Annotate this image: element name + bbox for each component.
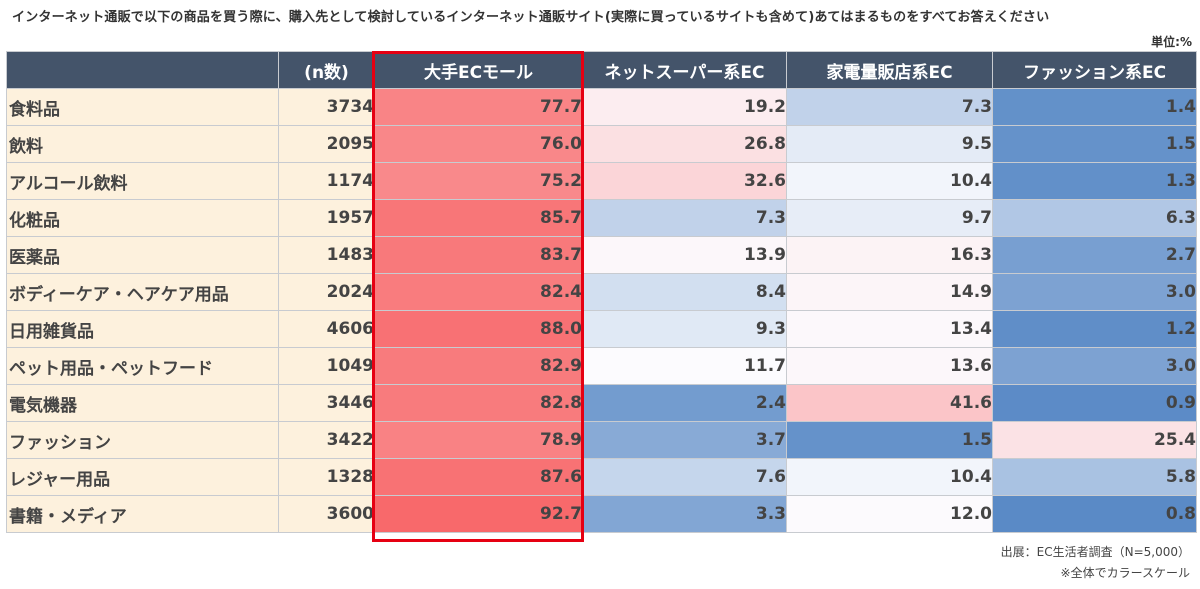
header-corner bbox=[6, 51, 279, 89]
table-row: 食料品 3734 77.7 19.2 7.3 1.4 bbox=[6, 88, 1197, 126]
column-header: 大手ECモール bbox=[374, 51, 583, 89]
value-cell: 75.2 bbox=[374, 162, 583, 200]
value-cell: 3.7 bbox=[582, 421, 787, 459]
value-cell: 82.4 bbox=[374, 273, 583, 311]
value-cell: 88.0 bbox=[374, 310, 583, 348]
table-row: ボディーケア・ヘアケア用品 2024 82.4 8.4 14.9 3.0 bbox=[6, 273, 1197, 311]
value-cell: 26.8 bbox=[582, 125, 787, 163]
value-cell: 7.3 bbox=[582, 199, 787, 237]
value-cell: 9.7 bbox=[786, 199, 993, 237]
column-header: ネットスーパー系EC bbox=[582, 51, 787, 89]
table-row: アルコール飲料 1174 75.2 32.6 10.4 1.3 bbox=[6, 162, 1197, 200]
value-cell: 7.6 bbox=[582, 458, 787, 496]
row-label: レジャー用品 bbox=[6, 458, 279, 496]
value-cell: 10.4 bbox=[786, 162, 993, 200]
chart-title: インターネット通販で以下の商品を買う際に、購入先として検討しているインターネット… bbox=[12, 10, 1050, 25]
value-cell: 1.5 bbox=[992, 125, 1197, 163]
value-cell: 82.8 bbox=[374, 384, 583, 422]
value-cell: 13.4 bbox=[786, 310, 993, 348]
value-cell: 1.4 bbox=[992, 88, 1197, 126]
table-row: ペット用品・ペットフード 1049 82.9 11.7 13.6 3.0 bbox=[6, 347, 1197, 385]
value-cell: 92.7 bbox=[374, 495, 583, 533]
table-body: 食料品 3734 77.7 19.2 7.3 1.4 飲料 2095 76.0 26.8 9.5 1.… bbox=[6, 88, 1197, 533]
row-label: アルコール飲料 bbox=[6, 162, 279, 200]
sample-size-cell: 2024 bbox=[278, 273, 375, 311]
sample-size-cell: 3422 bbox=[278, 421, 375, 459]
value-cell: 41.6 bbox=[786, 384, 993, 422]
heatmap-table: (n数) 大手ECモール ネットスーパー系EC 家電量販店系EC ファッション系EC 食… bbox=[6, 51, 1197, 533]
value-cell: 25.4 bbox=[992, 421, 1197, 459]
table-row: ファッション 3422 78.9 3.7 1.5 25.4 bbox=[6, 421, 1197, 459]
table-row: 化粧品 1957 85.7 7.3 9.7 6.3 bbox=[6, 199, 1197, 237]
table-row: 飲料 2095 76.0 26.8 9.5 1.5 bbox=[6, 125, 1197, 163]
column-header: (n数) bbox=[278, 51, 375, 89]
value-cell: 77.7 bbox=[374, 88, 583, 126]
source-note: 出展：EC生活者調査（N=5,000） bbox=[1000, 545, 1190, 559]
value-cell: 83.7 bbox=[374, 236, 583, 274]
table-row: 医薬品 1483 83.7 13.9 16.3 2.7 bbox=[6, 236, 1197, 274]
sample-size-cell: 1174 bbox=[278, 162, 375, 200]
value-cell: 2.4 bbox=[582, 384, 787, 422]
value-cell: 19.2 bbox=[582, 88, 787, 126]
value-cell: 6.3 bbox=[992, 199, 1197, 237]
row-label: 化粧品 bbox=[6, 199, 279, 237]
value-cell: 1.5 bbox=[786, 421, 993, 459]
value-cell: 82.9 bbox=[374, 347, 583, 385]
sample-size-cell: 4606 bbox=[278, 310, 375, 348]
value-cell: 10.4 bbox=[786, 458, 993, 496]
table-row: 日用雑貨品 4606 88.0 9.3 13.4 1.2 bbox=[6, 310, 1197, 348]
value-cell: 0.8 bbox=[992, 495, 1197, 533]
value-cell: 13.9 bbox=[582, 236, 787, 274]
value-cell: 8.4 bbox=[582, 273, 787, 311]
value-cell: 13.6 bbox=[786, 347, 993, 385]
table-row: レジャー用品 1328 87.6 7.6 10.4 5.8 bbox=[6, 458, 1197, 496]
row-label: 日用雑貨品 bbox=[6, 310, 279, 348]
value-cell: 3.3 bbox=[582, 495, 787, 533]
row-label: ボディーケア・ヘアケア用品 bbox=[6, 273, 279, 311]
value-cell: 14.9 bbox=[786, 273, 993, 311]
row-label: 電気機器 bbox=[6, 384, 279, 422]
value-cell: 1.2 bbox=[992, 310, 1197, 348]
sample-size-cell: 1957 bbox=[278, 199, 375, 237]
sample-size-cell: 1328 bbox=[278, 458, 375, 496]
value-cell: 85.7 bbox=[374, 199, 583, 237]
value-cell: 1.3 bbox=[992, 162, 1197, 200]
value-cell: 3.0 bbox=[992, 273, 1197, 311]
value-cell: 7.3 bbox=[786, 88, 993, 126]
value-cell: 12.0 bbox=[786, 495, 993, 533]
value-cell: 0.9 bbox=[992, 384, 1197, 422]
row-label: 医薬品 bbox=[6, 236, 279, 274]
sample-size-cell: 3600 bbox=[278, 495, 375, 533]
value-cell: 87.6 bbox=[374, 458, 583, 496]
row-label: 書籍・メディア bbox=[6, 495, 279, 533]
sample-size-cell: 1483 bbox=[278, 236, 375, 274]
column-header: 家電量販店系EC bbox=[786, 51, 993, 89]
value-cell: 5.8 bbox=[992, 458, 1197, 496]
value-cell: 9.5 bbox=[786, 125, 993, 163]
sample-size-cell: 1049 bbox=[278, 347, 375, 385]
header-row: (n数) 大手ECモール ネットスーパー系EC 家電量販店系EC ファッション系EC bbox=[6, 51, 1197, 89]
value-cell: 32.6 bbox=[582, 162, 787, 200]
column-header: ファッション系EC bbox=[992, 51, 1197, 89]
value-cell: 76.0 bbox=[374, 125, 583, 163]
row-label: 食料品 bbox=[6, 88, 279, 126]
table-row: 電気機器 3446 82.8 2.4 41.6 0.9 bbox=[6, 384, 1197, 422]
sample-size-cell: 3446 bbox=[278, 384, 375, 422]
row-label: ペット用品・ペットフード bbox=[6, 347, 279, 385]
value-cell: 78.9 bbox=[374, 421, 583, 459]
value-cell: 16.3 bbox=[786, 236, 993, 274]
row-label: 飲料 bbox=[6, 125, 279, 163]
value-cell: 3.0 bbox=[992, 347, 1197, 385]
value-cell: 2.7 bbox=[992, 236, 1197, 274]
sample-size-cell: 2095 bbox=[278, 125, 375, 163]
row-label: ファッション bbox=[6, 421, 279, 459]
unit-label: 単位:% bbox=[1151, 35, 1192, 49]
scale-note: ※全体でカラースケール bbox=[1060, 566, 1190, 580]
value-cell: 11.7 bbox=[582, 347, 787, 385]
table-row: 書籍・メディア 3600 92.7 3.3 12.0 0.8 bbox=[6, 495, 1197, 533]
sample-size-cell: 3734 bbox=[278, 88, 375, 126]
value-cell: 9.3 bbox=[582, 310, 787, 348]
